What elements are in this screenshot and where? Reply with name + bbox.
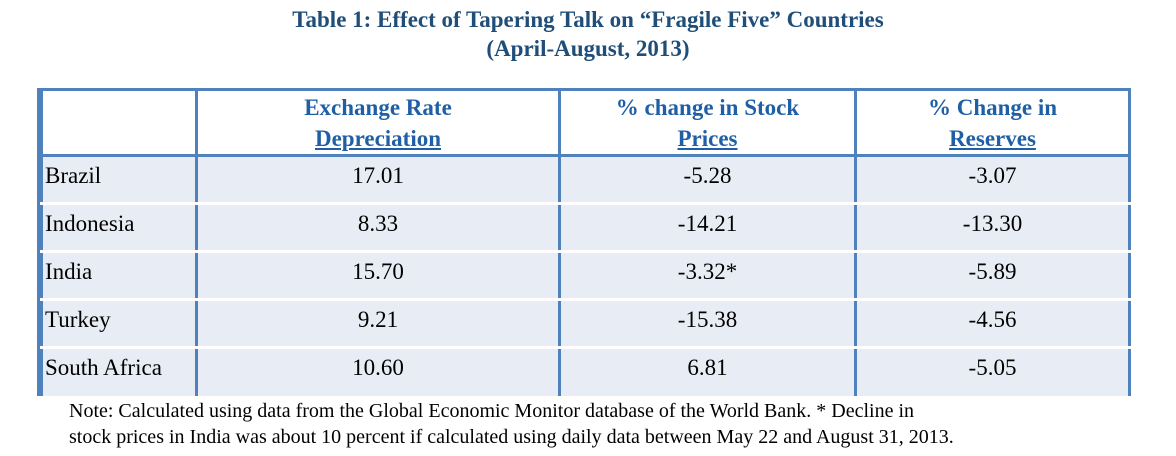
reserves-change-cell: -5.05 [854, 347, 1131, 396]
table-subtitle: (April-August, 2013) [486, 36, 690, 61]
stock-change-cell: 6.81 [558, 347, 857, 396]
note-line-1: Note: Calculated using data from the Glo… [69, 400, 915, 422]
reserves-change-cell: -5.89 [854, 251, 1131, 301]
table-note: Note: Calculated using data from the Glo… [69, 398, 1159, 450]
reserves-change-cell: -13.30 [854, 203, 1131, 253]
data-table-container: Exchange Rate Depreciation % change in S… [37, 88, 1131, 396]
stock-change-cell: -15.38 [558, 299, 857, 349]
country-cell: South Africa [40, 347, 198, 396]
header-country [40, 91, 198, 157]
header-row: Exchange Rate Depreciation % change in S… [40, 91, 1131, 157]
stock-change-cell: -3.32* [558, 251, 857, 301]
stock-change-cell: -14.21 [558, 203, 857, 253]
country-cell: India [40, 251, 198, 301]
exchange-rate-cell: 8.33 [195, 203, 561, 253]
exchange-rate-cell: 17.01 [195, 155, 561, 205]
reserves-change-cell: -4.56 [854, 299, 1131, 349]
header-reserves: % Change in Reserves [854, 91, 1131, 157]
exchange-rate-cell: 10.60 [195, 347, 561, 396]
exchange-rate-cell: 9.21 [195, 299, 561, 349]
stock-change-cell: -5.28 [558, 155, 857, 205]
country-cell: Turkey [40, 299, 198, 349]
country-cell: Indonesia [40, 203, 198, 253]
table-row: South Africa 10.60 6.81 -5.05 [40, 347, 1131, 396]
header-stock-prices: % change in Stock Prices [558, 91, 857, 157]
table-row: India 15.70 -3.32* -5.89 [40, 251, 1131, 301]
reserves-change-cell: -3.07 [854, 155, 1131, 205]
table-row: Indonesia 8.33 -14.21 -13.30 [40, 203, 1131, 253]
exchange-rate-cell: 15.70 [195, 251, 561, 301]
table-row: Turkey 9.21 -15.38 -4.56 [40, 299, 1131, 349]
table-title: Table 1: Effect of Tapering Talk on “Fra… [292, 7, 884, 32]
country-cell: Brazil [40, 155, 198, 205]
note-line-2: stock prices in India was about 10 perce… [69, 426, 954, 448]
table-row: Brazil 17.01 -5.28 -3.07 [40, 155, 1131, 205]
fragile-five-table: Exchange Rate Depreciation % change in S… [40, 91, 1131, 396]
header-exchange-rate: Exchange Rate Depreciation [195, 91, 561, 157]
